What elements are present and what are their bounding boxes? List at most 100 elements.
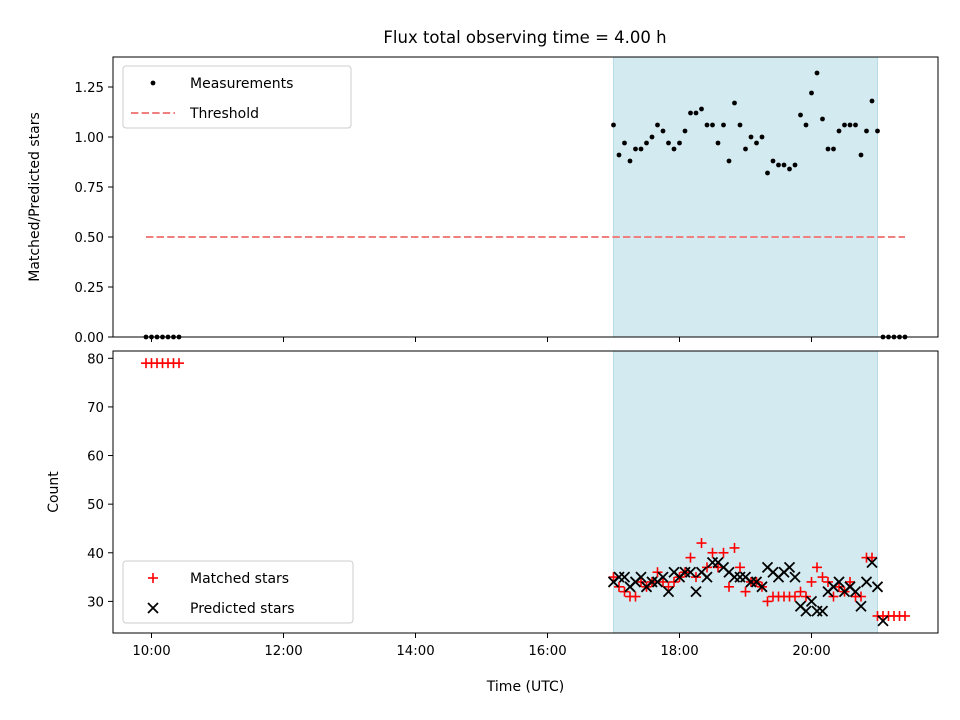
predicted-star-point [618,571,631,583]
measurement-point [754,140,759,146]
y-axis-label: Count [46,471,62,513]
legend-label: Predicted stars [190,601,295,617]
measurement-point [699,106,704,112]
bottom-panel: 10:00 12:00 14:00 16:00 18:00 20:00 30 40 50 60 70… [46,350,939,695]
series-predicted-stars [607,556,889,627]
measurement-point [726,158,732,164]
measurement-point [858,152,864,158]
matched-star-point [740,586,751,597]
measurement-point [748,134,754,140]
legend: Measurements Threshold [122,65,352,129]
measurement-point [776,162,781,168]
legend-marker [150,80,156,86]
legend-label: Measurements [190,76,293,92]
matched-star-point [806,576,817,587]
predicted-star-point [849,586,862,598]
y-tick-label: 80 [87,352,104,367]
predicted-star-point [871,581,884,593]
measurement-point [765,170,770,176]
y-tick-label: 60 [87,450,104,465]
y-tick-label: 0.75 [74,181,104,196]
legend-box [122,65,352,129]
predicted-star-point [756,581,768,593]
y-tick-label: 30 [87,595,104,610]
matched-star-point [900,610,910,621]
matched-star-point [845,576,855,587]
axes-frame [112,350,939,634]
matched-star-point [608,572,619,583]
measurement-point [853,122,858,128]
measurement-point [616,152,622,158]
matched-star-point [707,547,718,558]
y-tick-label: 0.50 [74,231,104,246]
matched-star-point [685,552,696,563]
predicted-star-point [701,571,713,583]
measurement-point [688,110,693,116]
predicted-star-point [690,586,702,598]
matched-star-point [867,552,877,563]
measurement-point [693,110,699,116]
matched-star-point [619,586,630,597]
y-tick-label: 0.25 [74,281,104,296]
matched-star-point [795,586,806,597]
matched-star-point [724,581,734,592]
matched-star-point [663,581,674,592]
axes-frame [112,56,939,338]
measurement-point [671,146,677,152]
measurement-point [759,134,765,140]
y-tick-label: 1.25 [74,81,104,96]
matched-star-point [652,567,663,578]
x-tick-label: 16:00 [528,644,566,659]
x-tick-label: 12:00 [264,644,302,659]
x-tick-label: 18:00 [660,644,698,659]
matched-star-point [702,562,712,573]
predicted-star-point [860,576,873,588]
predicted-star-point [805,595,818,608]
measurement-point [622,140,627,146]
measurement-point [831,146,836,152]
measurement-point [847,122,853,128]
matched-star-point [817,572,828,583]
observing-window-shade [613,56,878,338]
matched-star-point [614,581,624,592]
measurement-point [715,140,721,146]
matched-star-point [823,576,833,587]
predicted-star-point [816,605,829,617]
measurement-point [721,122,726,128]
measurement-point [809,90,814,96]
measurement-point [737,122,743,128]
measurement-point [682,128,688,134]
measurement-point [611,122,616,128]
measurement-point [743,146,748,152]
y-tick-label: 50 [87,498,104,513]
legend-marker [148,573,158,583]
matched-star-point [828,591,839,602]
y-tick-label: 1.00 [74,131,104,146]
measurement-point [787,166,792,172]
measurement-point [792,162,798,168]
predicted-star-point [789,571,801,583]
matched-star-point [658,576,668,587]
measurement-point [644,140,649,146]
predicted-star-point [657,571,669,583]
y-tick-label: 40 [87,547,104,562]
measurement-point [633,146,638,152]
matched-star-point [801,591,811,602]
matched-star-point [762,596,773,607]
predicted-star-point [866,556,878,569]
measurement-point [864,128,869,134]
measurement-point [677,140,682,146]
measurement-point [842,122,847,128]
measurement-point [869,98,875,104]
matched-star-point [735,562,745,573]
measurement-point [836,128,842,134]
measurement-point [803,122,809,128]
matched-star-point [174,358,184,369]
measurement-point [814,70,820,76]
matched-star-point [856,591,866,602]
y-axis-label: Matched/Predicted stars [27,112,43,282]
legend: Matched stars Predicted stars [122,560,354,624]
matched-star-point [696,538,707,549]
measurement-point [638,146,644,152]
